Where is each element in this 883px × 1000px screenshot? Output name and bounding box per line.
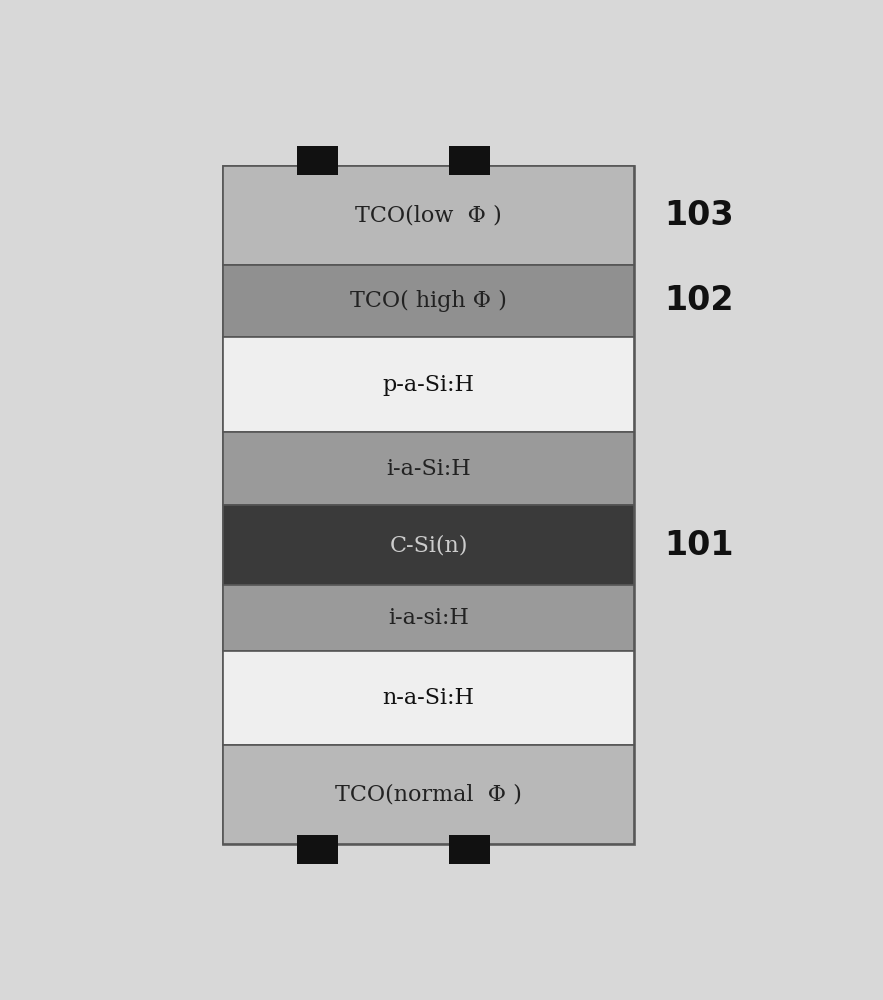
Bar: [223, 585, 634, 651]
Bar: [223, 432, 634, 505]
Bar: [298, 835, 338, 864]
Text: i-a-si:H: i-a-si:H: [389, 607, 469, 629]
Text: 103: 103: [665, 199, 735, 232]
Text: 102: 102: [665, 284, 734, 317]
Bar: [298, 146, 338, 175]
Bar: [223, 166, 634, 844]
Text: C-Si(n): C-Si(n): [389, 534, 468, 556]
Bar: [223, 505, 634, 585]
Text: p-a-Si:H: p-a-Si:H: [382, 374, 474, 396]
Text: TCO( high Φ ): TCO( high Φ ): [351, 290, 507, 312]
Text: TCO(normal  Φ ): TCO(normal Φ ): [336, 784, 522, 806]
Bar: [449, 146, 490, 175]
Text: n-a-Si:H: n-a-Si:H: [382, 687, 474, 709]
Text: TCO(low  Φ ): TCO(low Φ ): [355, 204, 502, 226]
Bar: [449, 835, 490, 864]
Bar: [223, 337, 634, 432]
Bar: [223, 745, 634, 844]
Bar: [223, 265, 634, 337]
Text: 101: 101: [665, 529, 734, 562]
Text: i-a-Si:H: i-a-Si:H: [386, 458, 471, 480]
Bar: [223, 166, 634, 265]
Bar: [223, 651, 634, 745]
